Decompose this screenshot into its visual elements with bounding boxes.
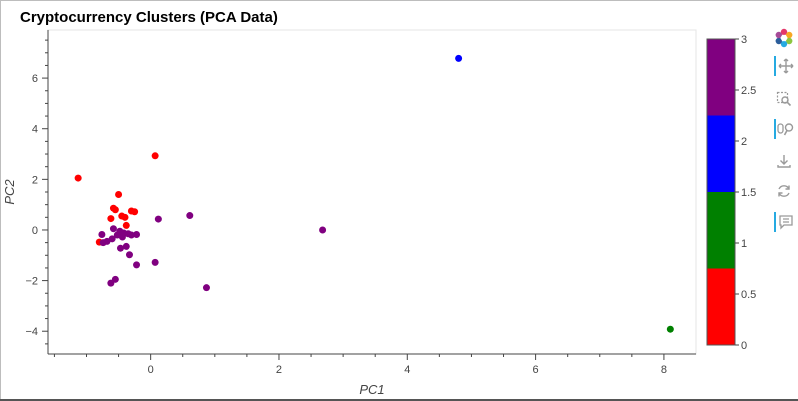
scatter-point[interactable]: [151, 258, 159, 266]
scatter-point[interactable]: [133, 231, 141, 239]
scatter-point[interactable]: [99, 239, 107, 247]
box-zoom-icon[interactable]: [774, 89, 794, 109]
scatter-point[interactable]: [107, 215, 115, 223]
colorbar-tick-label: 2: [741, 136, 747, 148]
x-tick-label: 4: [404, 364, 410, 376]
colorbar-segment: [707, 39, 735, 116]
colorbar-segment: [707, 268, 735, 345]
pan-icon[interactable]: [774, 56, 796, 76]
scatter-point[interactable]: [122, 221, 130, 229]
scatter-point[interactable]: [186, 212, 194, 220]
scatter-point[interactable]: [131, 208, 139, 216]
reset-icon[interactable]: [774, 181, 794, 201]
x-tick-label: 2: [276, 364, 282, 376]
chart-title: Cryptocurrency Clusters (PCA Data): [20, 9, 278, 26]
wheel-zoom-icon[interactable]: [774, 119, 796, 139]
scatter-point[interactable]: [109, 225, 117, 233]
colorbar-tick-label: 1: [741, 238, 747, 250]
scatter-point[interactable]: [107, 279, 115, 287]
x-tick-label: 0: [148, 364, 154, 376]
colorbar-segment: [707, 192, 735, 269]
y-tick-label: −2: [25, 276, 38, 288]
scatter-point[interactable]: [154, 215, 162, 223]
x-tick-label: 8: [661, 364, 667, 376]
scatter-point[interactable]: [74, 174, 82, 182]
scatter-point[interactable]: [111, 206, 119, 214]
colorbar-segment: [707, 115, 735, 192]
scatter-point[interactable]: [118, 233, 126, 241]
x-tick-label: 6: [533, 364, 539, 376]
x-axis-label: PC1: [359, 382, 384, 397]
colorbar-tick-label: 1.5: [741, 187, 756, 199]
frame-top-border: [0, 0, 798, 1]
plot-toolbar: [766, 26, 798, 246]
scatter-point[interactable]: [121, 213, 129, 221]
hover-icon[interactable]: [774, 212, 796, 232]
scatter-point[interactable]: [122, 242, 130, 250]
scatter-point[interactable]: [319, 226, 327, 234]
frame-bottom-border: [0, 399, 798, 401]
y-tick-label: −4: [25, 326, 38, 338]
scatter-point[interactable]: [116, 244, 124, 252]
y-tick-label: 2: [32, 174, 38, 186]
y-axis-label: PC2: [2, 179, 17, 205]
scatter-point[interactable]: [151, 152, 159, 160]
scatter-point[interactable]: [455, 54, 463, 62]
colorbar-tick-label: 3: [741, 34, 747, 46]
scatter-point[interactable]: [666, 325, 674, 333]
y-tick-label: 4: [32, 124, 38, 136]
scatter-point[interactable]: [127, 231, 135, 239]
bokeh-logo-icon[interactable]: [774, 28, 794, 48]
colorbar-tick-label: 0.5: [741, 289, 756, 301]
plot-area[interactable]: [47, 29, 697, 355]
scatter-point[interactable]: [133, 261, 141, 269]
colorbar-tick-label: 2.5: [741, 85, 756, 97]
y-tick-label: 0: [32, 225, 38, 237]
save-icon[interactable]: [774, 151, 794, 171]
y-tick-label: 6: [32, 73, 38, 85]
scatter-point[interactable]: [202, 284, 210, 292]
scatter-point[interactable]: [125, 251, 133, 259]
colorbar-tick-label: 0: [741, 340, 747, 352]
scatter-point[interactable]: [98, 231, 106, 239]
frame-left-border: [0, 0, 1, 401]
scatter-point[interactable]: [115, 191, 123, 199]
